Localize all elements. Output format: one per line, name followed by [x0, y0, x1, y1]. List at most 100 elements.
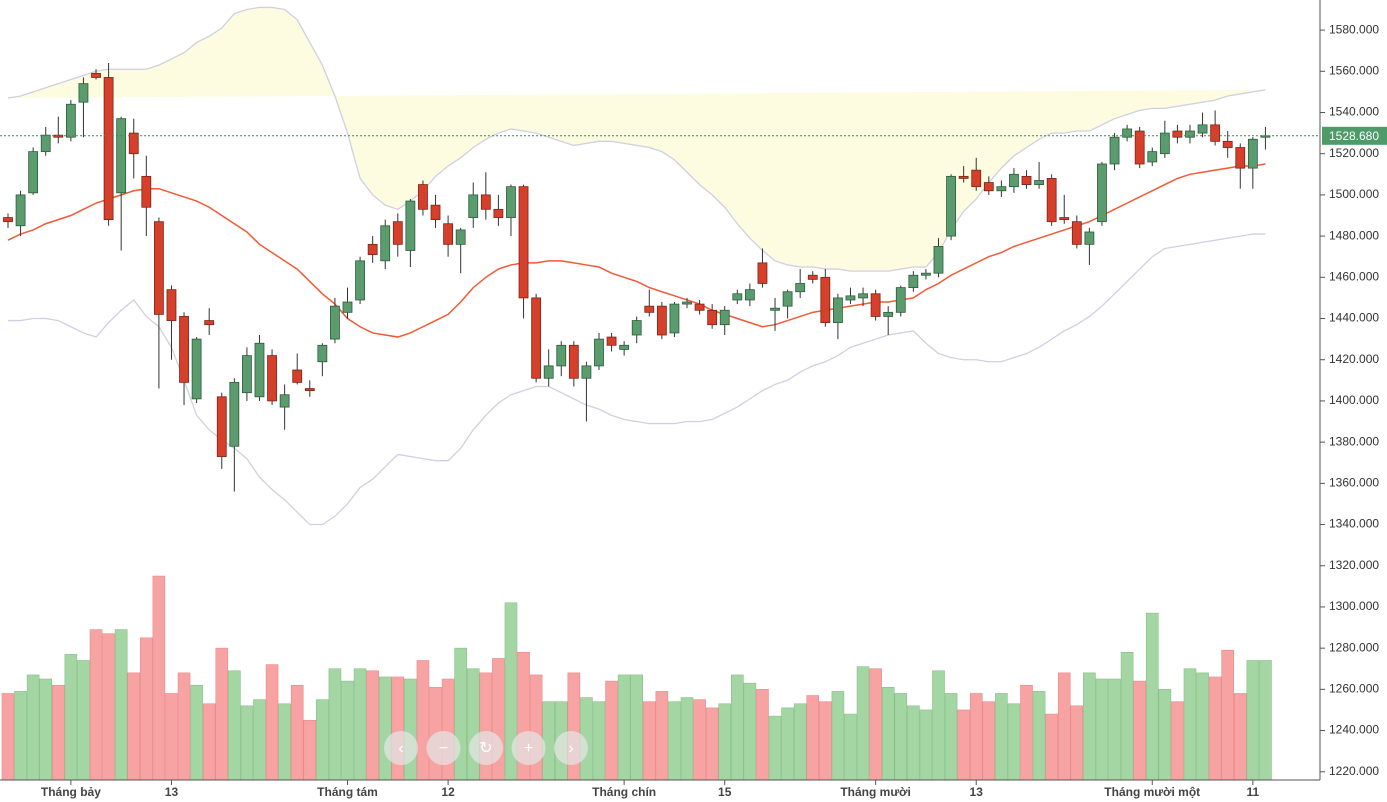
y-tick-label: 1480.000	[1329, 228, 1379, 242]
volume-bar	[1259, 660, 1272, 781]
y-tick-label: 1580.000	[1329, 22, 1379, 36]
candle-body	[153, 221, 164, 315]
y-tick-label: 1440.000	[1329, 311, 1379, 325]
candle-body	[1122, 128, 1133, 138]
volume-bar	[605, 680, 618, 781]
volume-bar	[844, 713, 857, 781]
volume-bar	[856, 666, 870, 781]
volume-bar	[1183, 668, 1197, 781]
candle-body	[3, 217, 13, 223]
candle-body	[757, 262, 768, 284]
volume-bar	[907, 705, 920, 781]
candle-body	[103, 77, 114, 221]
nav-icon[interactable]: ›	[568, 740, 573, 757]
candle-body	[581, 365, 592, 379]
nav-button[interactable]	[511, 731, 546, 765]
candle-body	[279, 394, 290, 408]
volume-bar	[982, 701, 996, 781]
x-tick-label: 13	[970, 785, 984, 799]
nav-button[interactable]	[426, 731, 461, 765]
volume-bar	[1057, 672, 1071, 781]
candle-body	[1109, 136, 1120, 165]
y-tick-label: 1460.000	[1329, 269, 1379, 283]
volume-bar	[881, 686, 895, 781]
nav-button[interactable]	[469, 731, 503, 765]
nav-icon[interactable]: +	[524, 740, 533, 757]
candle-body	[1071, 221, 1082, 245]
nav-button[interactable]	[554, 731, 588, 765]
volume-bar	[617, 674, 631, 781]
candle-body	[1009, 173, 1019, 188]
volume-bar	[140, 637, 153, 781]
volume-bar	[542, 701, 555, 781]
candle-body	[631, 320, 642, 336]
candle-body	[367, 243, 378, 256]
volume-bar	[26, 674, 40, 781]
candle-body	[719, 309, 730, 326]
volume-bar	[831, 691, 845, 781]
volume-bar	[51, 684, 65, 781]
candle-body	[807, 274, 818, 280]
volume-bar	[781, 707, 794, 781]
y-tick-label: 1520.000	[1329, 146, 1379, 160]
candle-body	[28, 151, 39, 194]
volume-bar	[1070, 705, 1084, 781]
volume-bar	[366, 670, 379, 781]
candle-body	[15, 194, 26, 227]
candle-body	[128, 132, 139, 155]
candle-body	[292, 369, 303, 383]
candle-body	[1059, 217, 1070, 221]
candle-body	[971, 169, 982, 188]
volume-bar	[152, 575, 166, 781]
nav-icon[interactable]: −	[439, 740, 448, 757]
x-tick-label: 12	[441, 785, 455, 799]
volume-bar	[265, 664, 279, 781]
volume-bar	[215, 647, 229, 781]
candle-body	[908, 274, 919, 289]
nav-icon[interactable]: ‹	[398, 740, 403, 757]
y-tick-label: 1500.000	[1329, 187, 1379, 201]
volume-bar	[1045, 713, 1058, 781]
volume-bar	[768, 715, 782, 781]
candle-body	[543, 365, 554, 379]
volume-bar	[240, 705, 254, 781]
volume-bar	[290, 684, 304, 781]
volume-bar	[1171, 701, 1184, 781]
nav-icon[interactable]: ↻	[479, 740, 492, 757]
volume-bar	[1145, 612, 1159, 781]
volume-bar	[466, 668, 480, 781]
volume-bar	[1020, 684, 1033, 781]
candle-body	[958, 175, 969, 179]
candle-body	[141, 175, 152, 208]
nav-button[interactable]	[384, 731, 418, 765]
candle-body	[1021, 175, 1032, 185]
candle-body	[493, 208, 504, 218]
volume-bar	[404, 678, 417, 781]
candle-body	[707, 309, 718, 326]
candle-body	[1210, 124, 1221, 142]
y-tick-label: 1340.000	[1329, 517, 1379, 531]
volume-bar	[919, 709, 933, 781]
candle-body	[1046, 178, 1057, 223]
last-price-label: 1528.680	[1329, 129, 1379, 143]
volume-bar	[278, 703, 291, 781]
candle-body	[732, 293, 743, 301]
volume-bar	[114, 629, 128, 781]
volume-bar	[944, 693, 958, 781]
volume-bar	[969, 693, 983, 781]
volume-bar	[1133, 680, 1146, 781]
volume-bar	[177, 672, 191, 781]
volume-bar	[894, 693, 908, 781]
candle-body	[191, 338, 202, 400]
candle-body	[342, 301, 353, 313]
volume-bar	[957, 709, 970, 781]
volume-bar	[995, 693, 1008, 781]
x-tick-label: Tháng mười một	[1104, 785, 1200, 799]
volume-bar	[806, 695, 820, 781]
x-tick-label: Tháng chín	[592, 785, 656, 799]
volume-bar	[1158, 689, 1172, 781]
y-tick-label: 1420.000	[1329, 352, 1379, 366]
candle-body	[669, 303, 680, 334]
x-tick-label: Tháng tám	[317, 785, 378, 799]
volume-bar	[1032, 691, 1046, 781]
